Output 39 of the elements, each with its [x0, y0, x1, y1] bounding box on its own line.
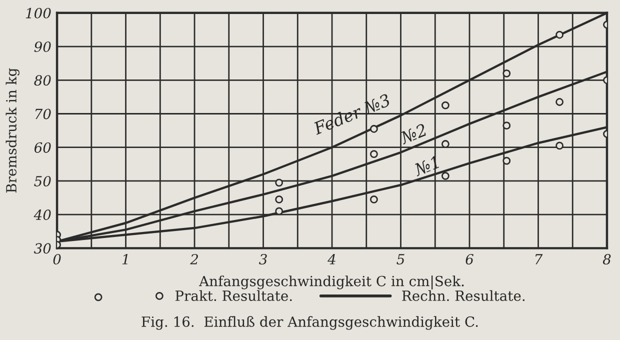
x-tick-label: 7	[536, 254, 543, 264]
x-tick-label: 1	[122, 254, 128, 264]
annotation: Feder №3	[312, 93, 391, 136]
point	[441, 140, 450, 148]
point	[502, 122, 511, 130]
annotation: №2	[398, 123, 428, 145]
x-tick-label: 0	[53, 254, 61, 265]
x-tick-label: 3	[259, 254, 267, 265]
point	[275, 207, 284, 216]
x-tick-label: 8	[602, 254, 611, 265]
point	[441, 172, 450, 180]
point	[502, 156, 511, 165]
y-tick-label: 70	[36, 108, 51, 120]
x-tick-label: 2	[190, 254, 198, 264]
text: Rechn. Resultate.	[402, 290, 525, 302]
y-tick-label: 30	[34, 243, 51, 254]
legend-label: Prakt. Resultate.	[175, 290, 292, 302]
point	[370, 196, 378, 204]
x-tick-label: 6	[466, 254, 474, 265]
y-axis-title: Bremsdruck in kg	[6, 68, 20, 193]
y-tick-label: 100	[26, 8, 51, 18]
point	[556, 142, 564, 150]
point	[441, 101, 450, 110]
y-tick-label: 90	[34, 42, 51, 52]
x-tick-label: 4	[328, 254, 336, 264]
x-tick-label: 5	[396, 254, 404, 265]
point	[370, 150, 378, 158]
point	[275, 178, 284, 187]
y-tick-label: 40	[34, 210, 51, 220]
point	[275, 196, 284, 204]
y-tick-label: 80	[34, 75, 51, 86]
y-tick-label: 50	[34, 176, 51, 186]
point	[556, 30, 564, 39]
x-axis-title: Anfangsgeschwindigkeit C in cm|Sek.	[198, 276, 464, 290]
point	[370, 124, 378, 133]
point	[502, 69, 511, 78]
y-tick-label: 60	[34, 142, 51, 153]
caption: Fig. 16. Einfluß der Anfangsgeschwindigkeit C.	[142, 316, 478, 330]
point	[556, 98, 564, 106]
